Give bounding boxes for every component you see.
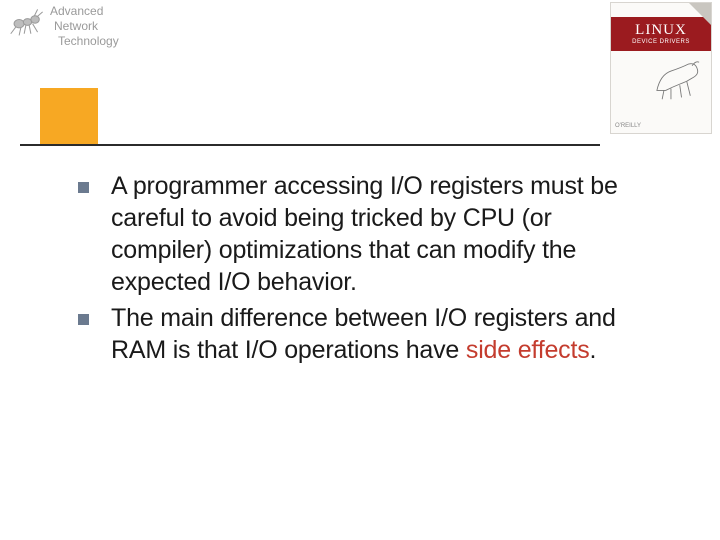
book-publisher: O'REILLY xyxy=(615,123,641,129)
slide-body: A programmer accessing I/O registers mus… xyxy=(78,170,638,370)
book-subtitle: DEVICE DRIVERS xyxy=(632,39,690,45)
bullet-marker xyxy=(78,314,89,325)
accent-square xyxy=(40,88,98,146)
book-corner-fold xyxy=(689,3,711,25)
logo-line-2: Network xyxy=(50,19,119,34)
logo-area: Advanced Network Technology xyxy=(4,4,119,49)
bullet-text-pre: A programmer accessing I/O registers mus… xyxy=(111,172,618,296)
book-title: LINUX xyxy=(635,23,687,38)
slide-header: Advanced Network Technology LINUX DEVICE… xyxy=(0,0,720,160)
bullet-text: A programmer accessing I/O registers mus… xyxy=(111,170,638,298)
bullet-text: The main difference between I/O register… xyxy=(111,302,638,366)
logo-text: Advanced Network Technology xyxy=(50,4,119,49)
bullet-text-post: . xyxy=(590,336,597,364)
bullet-marker xyxy=(78,182,89,193)
ant-icon xyxy=(4,4,46,40)
horse-icon xyxy=(651,57,705,101)
bullet-item: The main difference between I/O register… xyxy=(78,302,638,366)
bullet-text-highlight: side effects xyxy=(466,336,590,364)
book-cover: LINUX DEVICE DRIVERS O'REILLY xyxy=(610,2,712,134)
header-divider xyxy=(20,144,600,146)
logo-line-1: Advanced xyxy=(50,4,119,19)
bullet-item: A programmer accessing I/O registers mus… xyxy=(78,170,638,298)
logo-line-3: Technology xyxy=(50,34,119,49)
